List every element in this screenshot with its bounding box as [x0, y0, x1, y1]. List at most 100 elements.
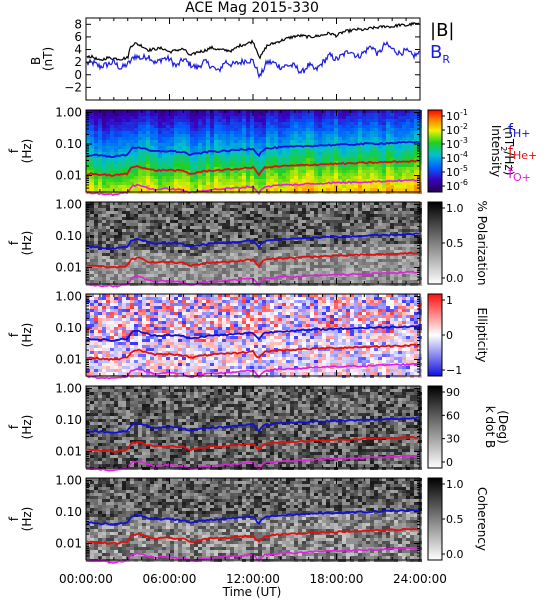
spectrogram-cell [106, 274, 110, 277]
spectrogram-cell [182, 110, 186, 113]
spectrogram-cell [390, 262, 394, 265]
spectrogram-cell [222, 274, 226, 277]
spectrogram-cell [294, 158, 298, 161]
spectrogram-cell [214, 113, 218, 116]
spectrogram-cell [130, 116, 134, 119]
spectrogram-cell [362, 149, 366, 152]
spectrogram-cell [226, 140, 230, 143]
spectrogram-cell [230, 268, 234, 271]
spectrogram-cell [90, 110, 94, 113]
spectrogram-cell [234, 134, 238, 137]
spectrogram-cell [122, 185, 126, 188]
spectrogram-cell [242, 202, 246, 205]
spectrogram-cell [122, 176, 126, 179]
spectrogram-cell [90, 155, 94, 158]
spectrogram-cell [278, 131, 282, 134]
spectrogram-cell [410, 146, 414, 149]
legend-b-radial-sub: R [442, 53, 450, 66]
spectrogram-cell [346, 262, 350, 265]
spectrogram-cell [406, 229, 410, 232]
colorbar-polarization-tick-base: 0.0 [446, 272, 464, 285]
spectrogram-cell [234, 259, 238, 262]
spectrogram-cell [266, 167, 270, 170]
spectrogram-cell [322, 131, 326, 134]
spectrogram-cell [326, 202, 330, 205]
spectrogram-cell [158, 161, 162, 164]
spectrogram-cell [162, 140, 166, 143]
spectrogram-cell [194, 161, 198, 164]
spectrogram-cell [298, 247, 302, 250]
spectrogram-cell [134, 173, 138, 176]
spectrogram-cell [330, 259, 334, 262]
spectrogram-cell [250, 158, 254, 161]
spectrogram-cell [330, 247, 334, 250]
spectrogram-cell [258, 280, 262, 283]
spectrogram-cell [366, 274, 370, 277]
spectrogram-cell [302, 265, 306, 268]
spectrogram-cell [390, 274, 394, 277]
colorbar-polarization-title: % Polarization [475, 201, 489, 286]
spectrogram-cell [166, 232, 170, 235]
spectrogram-cell [122, 217, 126, 220]
spectrogram-cell [174, 232, 178, 235]
spectrogram-cell [398, 208, 402, 211]
spectrogram-cell [330, 152, 334, 155]
spectrogram-cell [190, 164, 194, 167]
spectrogram-cell [354, 226, 358, 229]
spectrogram-cell [150, 223, 154, 226]
spectrogram-cell [314, 277, 318, 280]
spectrogram-cell [310, 208, 314, 211]
spectrogram-cell [322, 125, 326, 128]
spectrogram-cell [270, 223, 274, 226]
spectrogram-cell [314, 232, 318, 235]
spectrogram-cell [210, 173, 214, 176]
spectrogram-cell [286, 226, 290, 229]
spectrogram-cell [234, 277, 238, 280]
spectrogram-cell [142, 211, 146, 214]
spectrogram-cell [286, 277, 290, 280]
spectrogram-cell [110, 182, 114, 185]
spectrogram-cell [238, 119, 242, 122]
spectrogram-cell [258, 179, 262, 182]
spectrogram-cell [158, 274, 162, 277]
spectrogram-cell [162, 229, 166, 232]
spectrogram-cell [170, 220, 174, 223]
spectrogram-cell [158, 229, 162, 232]
spectrogram-cell [262, 235, 266, 238]
spectrogram-cell [326, 205, 330, 208]
spectrogram-cell [202, 211, 206, 214]
spectrogram-cell [326, 140, 330, 143]
spectrogram-cell [282, 188, 286, 191]
spectrogram-cell [186, 220, 190, 223]
spectrogram-cell [218, 152, 222, 155]
spectrogram-cell [138, 185, 142, 188]
spectrogram-cell [294, 250, 298, 253]
spectrogram-cell [230, 137, 234, 140]
spectrogram-cell [90, 348, 94, 351]
spectrogram-cell [322, 238, 326, 241]
spectrogram-cell [270, 122, 274, 125]
spectrogram-cell [270, 176, 274, 179]
spectrogram-cell [362, 155, 366, 158]
spectrogram-cell [126, 185, 130, 188]
panel-magnetic-field-ytick-label: 6 [74, 30, 82, 44]
spectrogram-cell [282, 259, 286, 262]
spectrogram-cell [274, 134, 278, 137]
spectrogram-cell [174, 247, 178, 250]
spectrogram-cell [162, 167, 166, 170]
spectrogram-cell [414, 229, 418, 232]
spectrogram-cell [214, 226, 218, 229]
spectrogram-cell [214, 152, 218, 155]
spectrogram-cell [134, 202, 138, 205]
spectrogram-cell [306, 188, 310, 191]
spectrogram-cell [190, 143, 194, 146]
spectrogram-cell [210, 226, 214, 229]
spectrogram-cell [378, 208, 382, 211]
spectrogram-cell [390, 131, 394, 134]
spectrogram-cell [86, 294, 90, 297]
spectrogram-cell [94, 217, 98, 220]
spectrogram-cell [202, 277, 206, 280]
spectrogram-cell [190, 214, 194, 217]
spectrogram-cell [118, 137, 122, 140]
spectrogram-cell [390, 134, 394, 137]
